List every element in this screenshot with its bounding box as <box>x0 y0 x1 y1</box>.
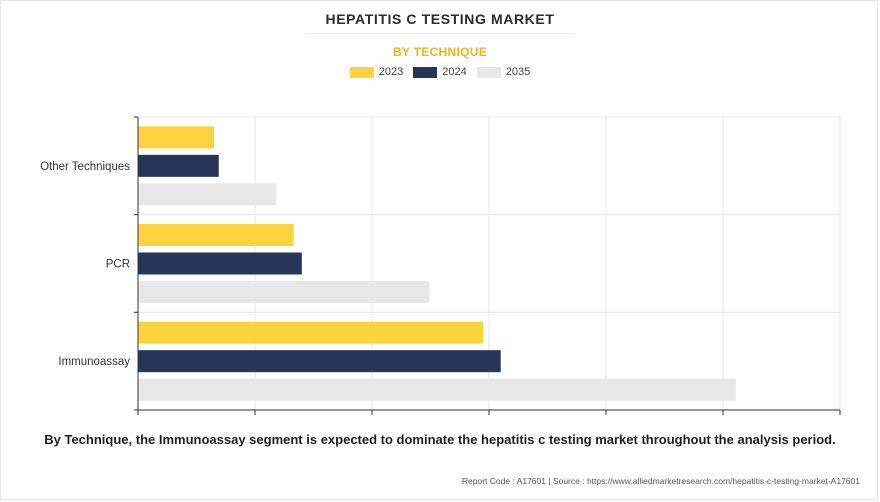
legend-item-2024[interactable]: 2024 <box>413 66 467 78</box>
chart-title: HEPATITIS C TESTING MARKET <box>325 11 555 27</box>
bars <box>138 126 736 401</box>
category-label-immunoassay: Immunoassay <box>58 356 130 368</box>
legend-swatch-2023 <box>349 66 374 78</box>
bar-other-techniques-2023[interactable] <box>138 126 215 149</box>
legend-item-2035[interactable]: 2035 <box>476 66 531 78</box>
bar-other-techniques-2035[interactable] <box>138 183 277 206</box>
chart-caption: By Technique, the Immunoassay segment is… <box>44 432 836 447</box>
chart-subtitle: BY TECHNIQUE <box>392 45 488 59</box>
legend-swatch-2035 <box>476 66 501 78</box>
title-divider <box>305 33 575 34</box>
legend-label-2024: 2024 <box>442 66 467 78</box>
category-label-other-techniques: Other Techniques <box>40 161 130 173</box>
report-footer: Report Code : A17601 | Source : https://… <box>461 476 860 486</box>
bar-pcr-2035[interactable] <box>138 281 430 303</box>
legend-label-2035: 2035 <box>505 66 531 78</box>
category-label-pcr: PCR <box>106 259 130 271</box>
legend-swatch-2024 <box>413 66 438 78</box>
bar-immunoassay-2023[interactable] <box>138 321 484 344</box>
legend-label-2023: 2023 <box>378 66 404 78</box>
bar-immunoassay-2035[interactable] <box>138 378 736 401</box>
legend-item-2023[interactable]: 2023 <box>349 66 404 78</box>
axes <box>134 116 841 415</box>
legend: 2023 2024 2035 <box>0 66 880 78</box>
bar-immunoassay-2024[interactable] <box>138 350 501 373</box>
category-labels: Other Techniques PCR Immunoassay <box>40 161 130 368</box>
bar-other-techniques-2024[interactable] <box>138 154 219 177</box>
bar-pcr-2024[interactable] <box>138 252 302 275</box>
bar-pcr-2023[interactable] <box>138 224 294 246</box>
